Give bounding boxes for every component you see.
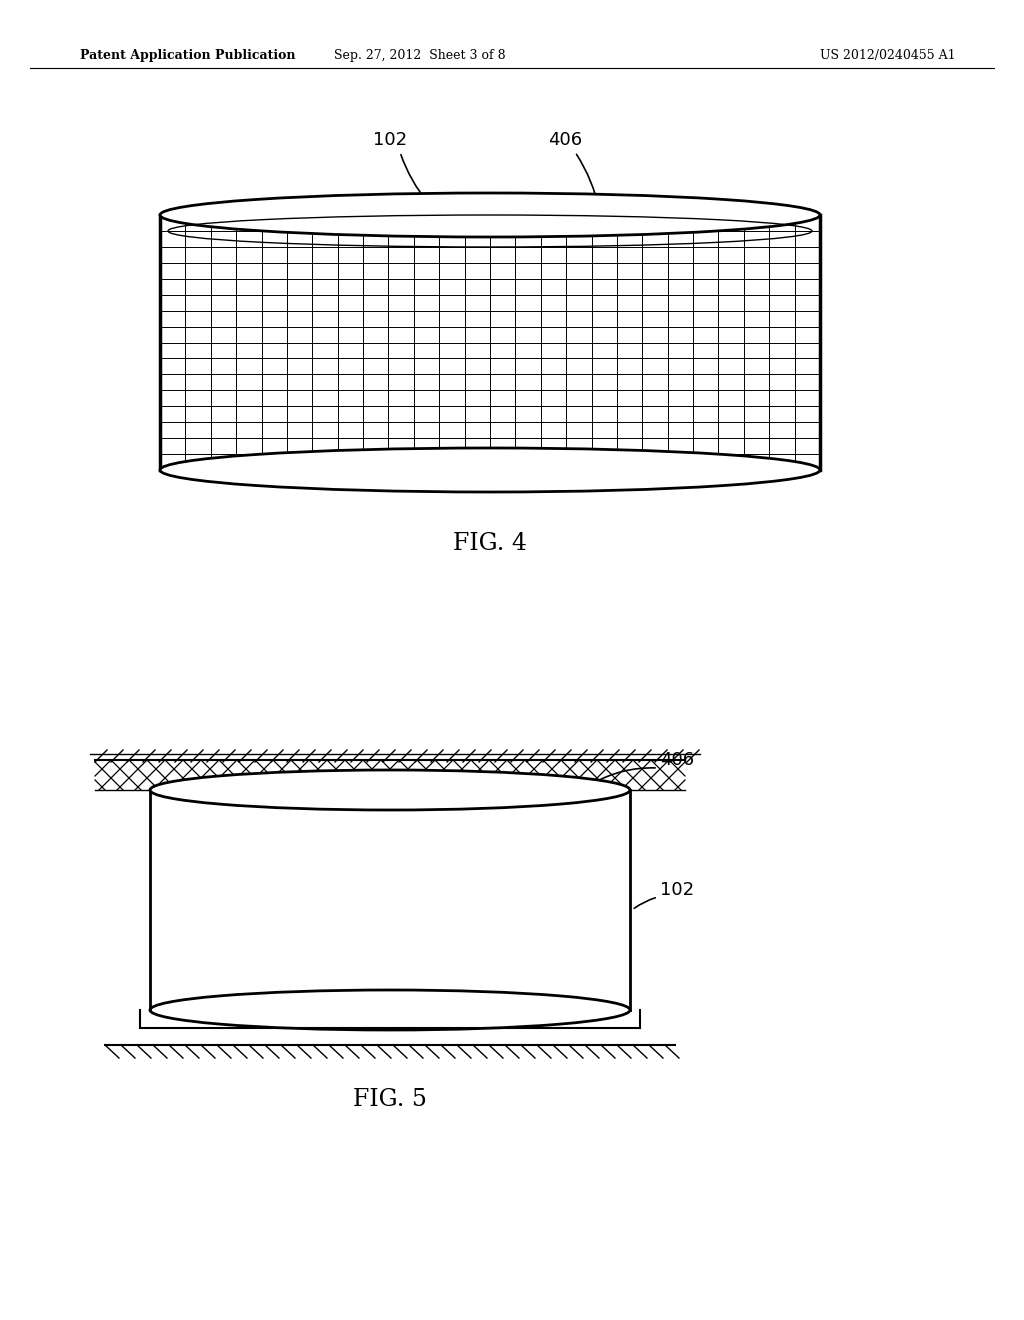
Text: Sep. 27, 2012  Sheet 3 of 8: Sep. 27, 2012 Sheet 3 of 8: [334, 49, 506, 62]
Text: 406: 406: [548, 131, 582, 149]
Bar: [150, 789, 630, 1010]
Text: FIG. 4: FIG. 4: [453, 532, 527, 554]
Ellipse shape: [150, 990, 630, 1030]
Text: Patent Application Publication: Patent Application Publication: [80, 49, 296, 62]
Text: 102: 102: [373, 131, 408, 149]
Ellipse shape: [160, 193, 820, 238]
Text: 406: 406: [660, 751, 694, 770]
Ellipse shape: [160, 447, 820, 492]
Text: FIG. 5: FIG. 5: [353, 1089, 427, 1111]
Ellipse shape: [150, 770, 630, 810]
Text: 102: 102: [660, 880, 694, 899]
Text: US 2012/0240455 A1: US 2012/0240455 A1: [820, 49, 955, 62]
